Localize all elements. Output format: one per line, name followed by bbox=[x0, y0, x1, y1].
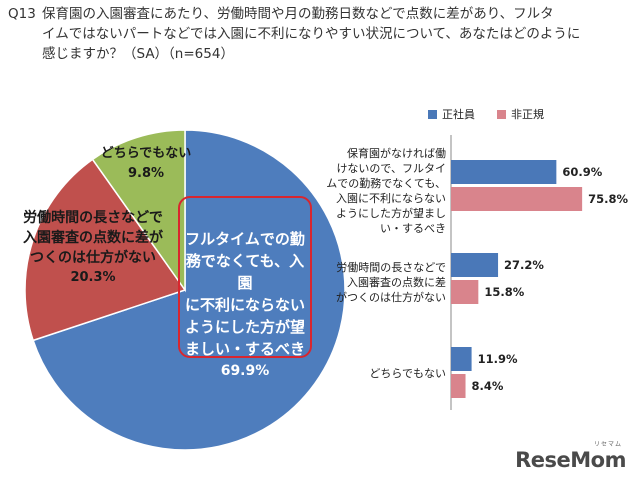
question-text: Q13 保育園の入園審査にあたり、労働時間や月の勤務日数などで点数に差があり、フル… bbox=[8, 4, 630, 64]
bar-hiseiki-2 bbox=[451, 374, 466, 398]
bar-category-line: 保育園がなければ働 bbox=[347, 147, 446, 160]
bar-category-line: い・するべき bbox=[380, 222, 446, 235]
pie-label-line: フルタイムでの勤 bbox=[185, 230, 305, 248]
resemom-logo-ruby: リセマム bbox=[593, 441, 622, 448]
bar-category-line: 労働時間の長さなどで bbox=[336, 261, 446, 274]
bar-category-line: けないので、フルタイ bbox=[336, 162, 446, 175]
bar-seishain-0 bbox=[451, 160, 557, 184]
bar-value-label: 75.8% bbox=[588, 192, 628, 206]
resemom-logo-text: ReseMom bbox=[515, 448, 626, 472]
bar-category-line: がつくのは仕方がない bbox=[336, 291, 446, 304]
pie-label-line: 入園審査の点数に差が bbox=[23, 230, 163, 246]
pie-label-line: どちらでもない bbox=[100, 146, 192, 161]
pie-label-line: つくのは仕方がない bbox=[30, 250, 156, 266]
bar-seishain-1 bbox=[451, 253, 499, 277]
pie-label-line: 務でなくても、入園 bbox=[185, 252, 305, 292]
question-number: Q13 bbox=[8, 6, 36, 22]
bar-seishain-2 bbox=[451, 347, 472, 371]
pie-label-line: 労働時間の長さなどで bbox=[23, 210, 163, 226]
pie-value-fulltime-not-required: 69.9% bbox=[220, 363, 270, 379]
bar-category-label: 保育園がなければ働けないので、フルタイムでの勤務でなくても、入園に不利にならない… bbox=[318, 146, 446, 236]
bar-category-label: 労働時間の長さなどで入園審査の点数に差がつくのは仕方がない bbox=[318, 260, 446, 305]
bar-category-line: ムでの勤務でなくても、 bbox=[326, 177, 446, 190]
legend-label-seishain: 正社員 bbox=[442, 108, 475, 121]
bar-value-label: 27.2% bbox=[504, 258, 544, 272]
legend-label-hiseiki: 非正規 bbox=[511, 108, 544, 121]
bar-value-label: 8.4% bbox=[472, 379, 504, 393]
pie-label-neither: どちらでもない 9.8% bbox=[86, 144, 206, 184]
bar-category-label: どちらでもない bbox=[318, 366, 446, 381]
pie-label-line: ようにした方が望 bbox=[184, 318, 305, 336]
bar-value-label: 15.8% bbox=[484, 285, 524, 299]
bar-value-label: 11.9% bbox=[478, 352, 518, 366]
bar-category-line: どちらでもない bbox=[369, 367, 446, 380]
pie-label-line: に不利にならない bbox=[184, 296, 305, 314]
bar-value-label: 60.9% bbox=[562, 165, 602, 179]
bar-hiseiki-1 bbox=[451, 280, 479, 304]
pie-slice-neither bbox=[91, 129, 186, 293]
legend-item-hiseiki: 非正規 bbox=[497, 106, 544, 122]
legend-swatch-hiseiki bbox=[497, 109, 506, 119]
pie-label-unavoidable: 労働時間の長さなどで 入園審査の点数に差が つくのは仕方がない 20.3% bbox=[8, 208, 178, 288]
pie-value-unavoidable: 20.3% bbox=[70, 270, 116, 285]
bar-category-line: 入園に不利にならない bbox=[336, 192, 446, 205]
pie-slice-unavoidable bbox=[24, 158, 187, 342]
legend-item-seishain: 正社員 bbox=[428, 106, 475, 122]
pie-label-line: ましい・するべき bbox=[184, 340, 305, 358]
bar-category-line: ようにした方が望まし bbox=[336, 207, 446, 220]
resemom-logo: リセマム ReseMom bbox=[515, 441, 626, 472]
bar-hiseiki-0 bbox=[451, 187, 583, 211]
pie-label-fulltime-not-required: フルタイムでの勤務でなくても、入園に不利にならない ようにした方が望 ましい・するべ… bbox=[180, 228, 310, 382]
pie-slice-fulltime-not-required bbox=[32, 129, 346, 451]
bar-legend: 正社員 非正規 bbox=[428, 106, 544, 122]
highlight-box bbox=[178, 196, 312, 358]
question-line-2: イムではないパートなどでは入園に不利になりやすい状況について、あなたはどのように bbox=[42, 26, 581, 42]
legend-swatch-seishain bbox=[428, 109, 437, 119]
question-line-1: 保育園の入園審査にあたり、労働時間や月の勤務日数などで点数に差があり、フルタ bbox=[42, 6, 554, 22]
pie-value-neither: 9.8% bbox=[127, 166, 165, 181]
bar-category-line: 入園審査の点数に差 bbox=[347, 276, 446, 289]
question-line-3: 感じますか？（SA）（n=654） bbox=[42, 46, 234, 62]
